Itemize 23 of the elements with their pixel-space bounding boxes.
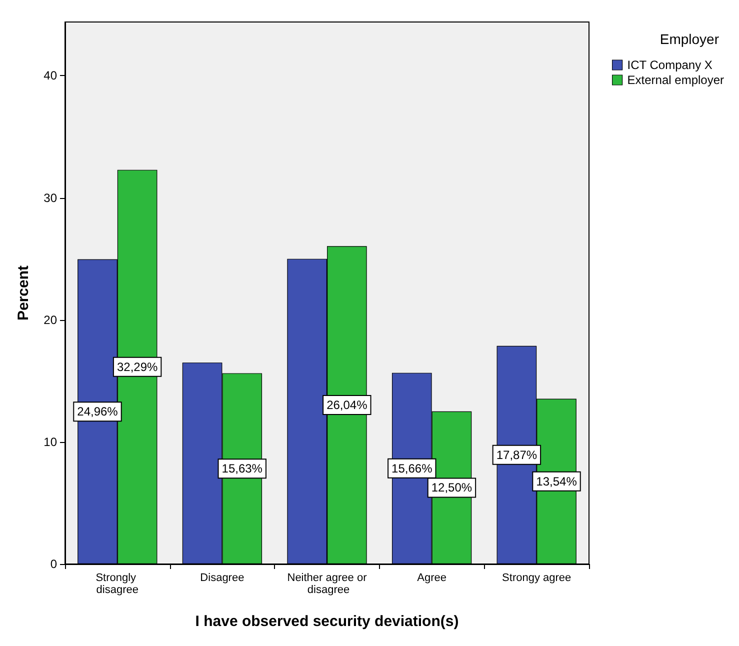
data-label: 12,50% — [431, 480, 472, 495]
data-label: 13,54% — [536, 474, 578, 488]
x-tick-label: Disagree — [200, 572, 244, 584]
data-label: 17,87% — [496, 448, 538, 462]
y-tick-label: 40 — [44, 68, 58, 83]
legend-label: External employer — [627, 73, 724, 87]
y-tick-label: 10 — [44, 434, 58, 449]
y-tick-label: 20 — [44, 312, 58, 327]
legend-title: Employer — [660, 31, 720, 47]
legend-label: ICT Company X — [627, 58, 712, 72]
x-tick-label: Strongy agree — [502, 572, 572, 584]
data-label: 26,04% — [326, 398, 368, 412]
x-tick-label: Strongly disagree — [96, 572, 140, 596]
data-label: 15,63% — [222, 462, 263, 476]
data-label: 24,96% — [77, 404, 118, 419]
y-tick-label: 0 — [50, 557, 58, 571]
data-label: 15,66% — [392, 461, 433, 476]
x-tick-label: Agree — [417, 572, 446, 584]
x-tick-label: Neither agree or disagree — [287, 572, 368, 596]
data-label: 32,29% — [116, 360, 158, 374]
y-tick-label: 30 — [44, 190, 58, 205]
y-axis-title: Percent — [15, 265, 32, 321]
x-axis-title: I have observed security deviation(s) — [195, 613, 459, 630]
